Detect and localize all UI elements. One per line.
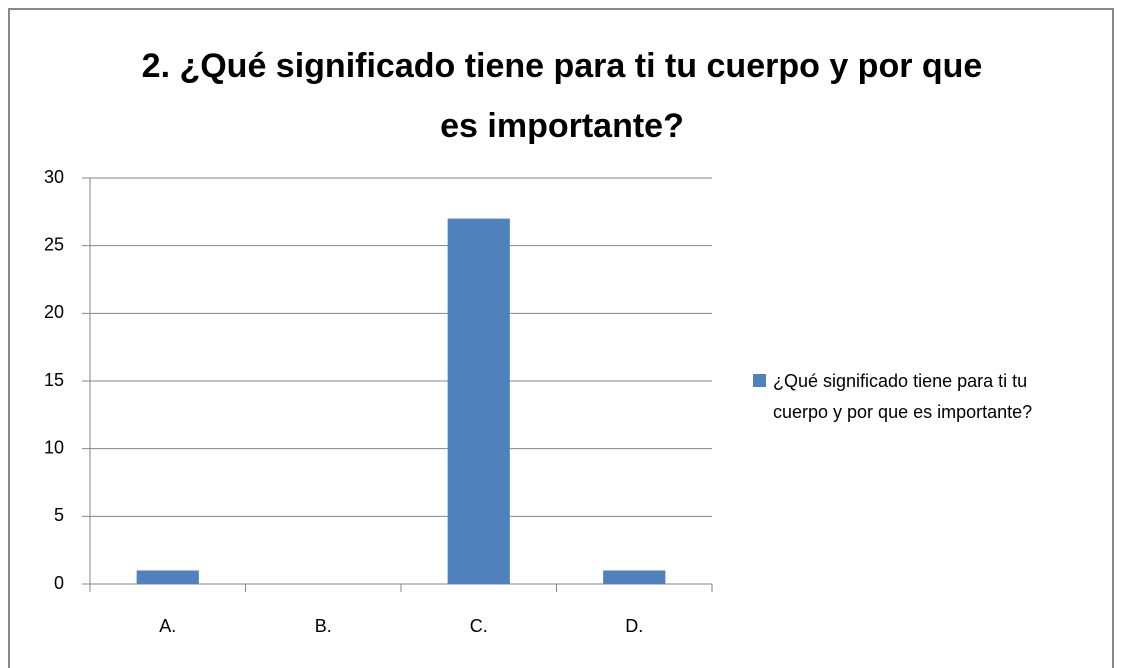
y-tick-label: 10 (44, 437, 64, 457)
y-tick-label: 0 (54, 573, 64, 593)
y-tick-label: 20 (44, 302, 64, 322)
x-tick-label: C. (470, 616, 488, 636)
chart-title: 2. ¿Qué significado tiene para ti tu cue… (141, 47, 983, 145)
x-tick-label: B. (315, 616, 332, 636)
chart-border (8, 8, 1114, 668)
y-tick-label: 5 (54, 505, 64, 525)
bar (603, 570, 666, 584)
bar (136, 570, 199, 584)
legend-swatch (753, 374, 766, 387)
y-tick-label: 15 (44, 370, 64, 390)
y-tick-label: 30 (44, 167, 64, 187)
x-tick-label: A. (159, 616, 176, 636)
x-tick-label: D. (625, 616, 643, 636)
y-tick-label: 25 (44, 234, 64, 254)
bar (447, 218, 510, 584)
legend-label: ¿Qué significado tiene para ti tu cuerpo… (773, 371, 1033, 422)
